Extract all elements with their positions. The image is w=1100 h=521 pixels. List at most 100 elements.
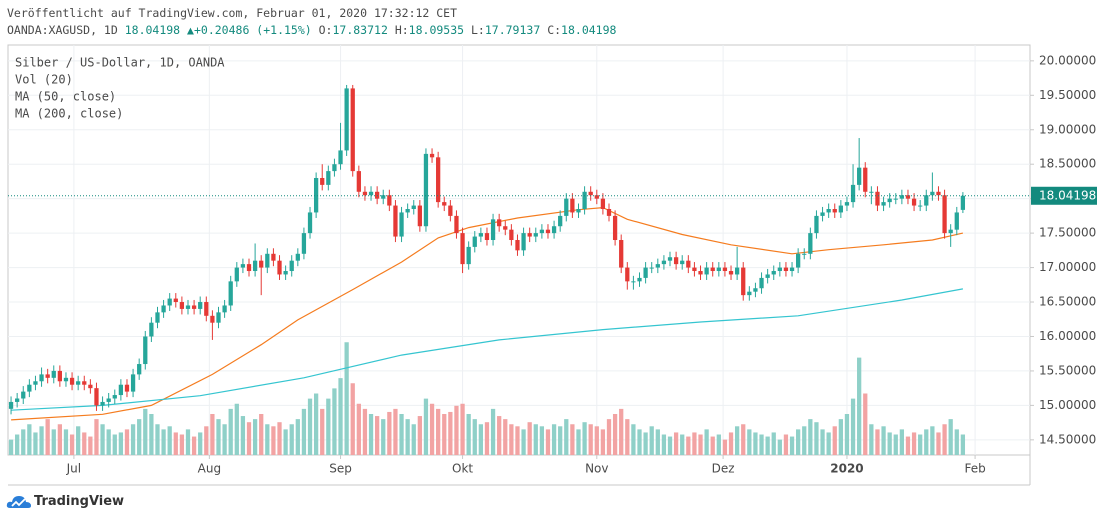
- volume-bar: [869, 424, 874, 455]
- candle-body: [777, 267, 782, 272]
- volume-bar: [588, 424, 593, 455]
- candle-body: [625, 267, 630, 282]
- candle-body: [643, 267, 648, 278]
- volume-bar: [734, 426, 740, 455]
- candle-body: [289, 260, 294, 272]
- candle-body: [716, 267, 721, 272]
- y-tick-label: 19.50000: [1039, 88, 1096, 102]
- candle-body: [454, 215, 459, 234]
- volume-bar: [198, 432, 203, 455]
- last-price-box: [1031, 186, 1097, 205]
- volume-bar: [789, 436, 795, 455]
- candle-body: [789, 267, 795, 272]
- candle-body: [332, 164, 337, 172]
- candle-body: [564, 198, 569, 216]
- candle-body: [381, 195, 386, 199]
- volume-bar: [753, 432, 758, 455]
- volume-bar: [728, 432, 734, 455]
- up-arrow: ▲: [187, 23, 194, 37]
- candle-body: [765, 274, 770, 278]
- volume-bar: [765, 436, 770, 455]
- candle-body: [82, 381, 87, 385]
- candle-body: [246, 264, 252, 272]
- volume-bar: [252, 419, 258, 455]
- volume-bar: [344, 342, 349, 455]
- candle-body: [582, 191, 587, 209]
- candle-body: [320, 177, 325, 185]
- candle-body: [137, 364, 142, 375]
- quote-line: OANDA:XAGUSD, 1D 18.04198 ▲+0.20486 (+1.…: [7, 23, 616, 37]
- candle-body: [436, 157, 441, 203]
- volume-bar: [326, 398, 331, 455]
- volume-bar: [942, 424, 947, 455]
- y-tick-label: 16.00000: [1039, 329, 1096, 343]
- candle-body: [429, 153, 435, 158]
- candle-body: [606, 209, 612, 216]
- candle-body: [277, 260, 282, 275]
- volume-bar: [143, 408, 148, 455]
- volume-bar: [802, 426, 807, 455]
- candle-body: [106, 398, 111, 402]
- candle-body: [960, 195, 966, 210]
- candle-body: [8, 401, 14, 409]
- volume-bar: [704, 429, 709, 455]
- l-label: L:: [471, 23, 485, 37]
- candle-body: [191, 305, 197, 309]
- candle-body: [869, 191, 874, 193]
- volume-bar: [625, 419, 630, 455]
- volume-bar: [600, 429, 606, 455]
- y-tick-label: 15.50000: [1039, 363, 1096, 377]
- volume-bar: [393, 408, 398, 455]
- volume-bar: [283, 429, 288, 455]
- x-tick-label: Jul: [66, 462, 81, 476]
- candle-body: [307, 212, 313, 234]
- candle-body: [918, 205, 923, 207]
- volume-bar: [429, 403, 435, 455]
- volume-bar: [124, 429, 130, 455]
- candle-body: [179, 302, 185, 309]
- volume-bar: [857, 357, 862, 455]
- x-tick-label: Feb: [964, 462, 985, 476]
- volume-bar: [15, 434, 20, 455]
- legend-entry: Silber / US-Dollar, 1D, OANDA: [15, 56, 225, 70]
- volume-bar: [875, 429, 880, 455]
- legend-entry: MA (200, close): [15, 107, 123, 121]
- candle-body: [393, 205, 398, 237]
- candle-body: [698, 271, 703, 275]
- candle-body: [899, 195, 905, 199]
- volume-bar: [783, 434, 789, 455]
- symbol: OANDA:XAGUSD, 1D: [7, 23, 118, 37]
- candle-body: [375, 191, 380, 199]
- volume-bar: [899, 429, 905, 455]
- volume-bar: [100, 424, 105, 455]
- candle-body: [588, 191, 593, 196]
- candle-body: [838, 205, 843, 213]
- volume-bar: [350, 383, 355, 455]
- candle-body: [844, 202, 850, 206]
- candle-body: [417, 205, 422, 227]
- volume-bar: [905, 436, 911, 455]
- volume-bar: [576, 429, 581, 455]
- candle-body: [814, 215, 819, 234]
- candle-body: [942, 195, 947, 234]
- ma-line: [11, 288, 964, 411]
- candle-body: [63, 377, 69, 382]
- brand-logo: [6, 496, 32, 508]
- volume-bar: [741, 424, 746, 455]
- volume-bar: [76, 426, 81, 455]
- candle-body: [234, 267, 239, 282]
- candle-body: [881, 202, 886, 206]
- chart: 14.50000 15.00000 15.50000 16.00000 16.50000…: [7, 44, 1097, 486]
- candle-body: [545, 229, 551, 234]
- volume-bar: [301, 408, 307, 455]
- volume-bar: [692, 432, 697, 455]
- h: 18.09535: [408, 23, 465, 37]
- volume-bar: [796, 429, 801, 455]
- volume-bar: [826, 432, 831, 455]
- candle-body: [887, 198, 892, 203]
- y-tick-label: 18.50000: [1039, 157, 1096, 171]
- volume-bar: [558, 426, 563, 455]
- candle-body: [252, 260, 258, 272]
- candle-body: [57, 370, 62, 382]
- volume-bar: [338, 378, 343, 455]
